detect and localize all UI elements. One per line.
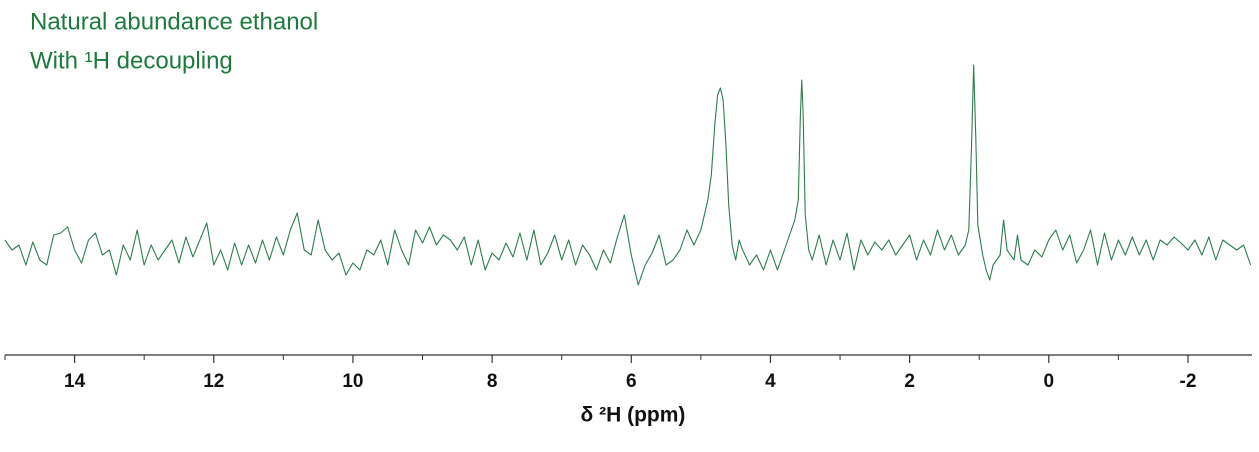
- chart-title: Natural abundance ethanol: [30, 8, 318, 35]
- x-axis-label: δ ²H (ppm): [581, 404, 686, 427]
- x-tick-label: 8: [487, 371, 498, 392]
- chart-subtitle: With ¹H decoupling: [30, 47, 233, 74]
- x-tick-label: 2: [904, 371, 915, 392]
- x-tick-label: 0: [1044, 371, 1055, 392]
- x-tick-label: 14: [64, 371, 86, 392]
- spectrum-line: [4, 64, 1252, 286]
- x-tick-label: 10: [342, 371, 363, 392]
- x-tick-label: 12: [203, 371, 224, 392]
- x-tick-label: 6: [626, 371, 637, 392]
- x-tick-label: 4: [765, 371, 776, 392]
- x-tick-label: -2: [1180, 371, 1197, 392]
